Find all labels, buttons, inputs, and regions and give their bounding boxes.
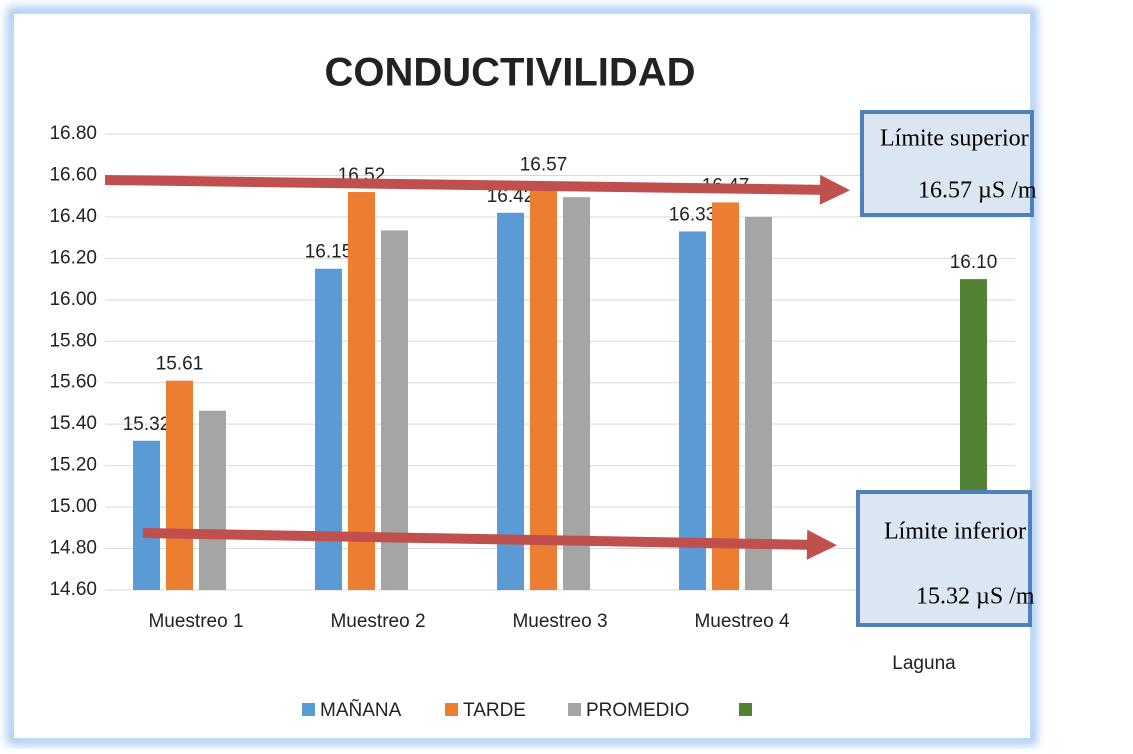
bar [133, 440, 160, 590]
bar [563, 197, 590, 590]
legend-label: PROMEDIO [586, 700, 689, 721]
bar [199, 410, 226, 590]
y-tick-label: 15.80 [49, 330, 97, 351]
bar [166, 380, 193, 590]
y-tick-label: 14.80 [49, 538, 97, 559]
legend-label: TARDE [463, 700, 526, 721]
annotation-title: Límite superior [880, 126, 1029, 152]
y-tick-label: 16.40 [49, 206, 97, 227]
bar [315, 268, 342, 590]
bar [679, 231, 706, 590]
y-tick-label: 14.60 [49, 579, 97, 600]
plot: 14.60 14.80 15.00 15.20 15.40 15.60 15.80 16.00… [49, 123, 1015, 721]
bar [745, 216, 772, 590]
y-tick-label: 16.60 [49, 164, 97, 185]
x-tick-label: Muestreo 3 [512, 611, 607, 632]
bar [712, 202, 739, 590]
bar [348, 192, 375, 590]
y-tick-label: 15.40 [49, 413, 97, 434]
bar [381, 230, 408, 590]
y-tick-label: 15.20 [49, 455, 97, 476]
annotation-text: 16.57 µS /m [918, 178, 1037, 204]
data-label: 16.10 [950, 252, 998, 273]
data-label: 16.42 [487, 186, 535, 207]
legend-label: MAÑANA [320, 699, 402, 721]
y-tick-label: 16.20 [49, 247, 97, 268]
y-tick-label: 15.60 [49, 372, 97, 393]
annotation-text: 15.32 µS /m [916, 584, 1035, 610]
chart-title: CONDUCTIVILIDAD [324, 51, 695, 95]
legend-swatch [445, 703, 458, 716]
legend-swatch [568, 703, 581, 716]
arrow [104, 174, 850, 205]
frame-glow [7, 7, 1037, 745]
bar [530, 181, 557, 590]
data-label: 16.33 [669, 204, 717, 225]
data-label: 15.32 [123, 414, 171, 435]
arrow [142, 528, 837, 560]
data-label: 16.15 [305, 242, 353, 263]
annotation-title: Límite inferior [884, 519, 1026, 545]
legend-swatch [302, 703, 315, 716]
y-tick-label: 15.00 [49, 496, 97, 517]
y-tick-label: 16.80 [49, 123, 97, 144]
bar [497, 212, 524, 590]
x-tick-label: Muestreo 2 [330, 611, 425, 632]
legend-swatch [739, 703, 752, 716]
data-label: 16.57 [520, 155, 568, 176]
x-tick-label: Muestreo 1 [148, 611, 243, 632]
annotation-box [860, 110, 1034, 217]
x-tick-label: Muestreo 4 [694, 611, 789, 632]
y-tick-label: 16.00 [49, 289, 97, 310]
data-label: 15.61 [156, 354, 204, 375]
annotation-box [856, 490, 1032, 627]
